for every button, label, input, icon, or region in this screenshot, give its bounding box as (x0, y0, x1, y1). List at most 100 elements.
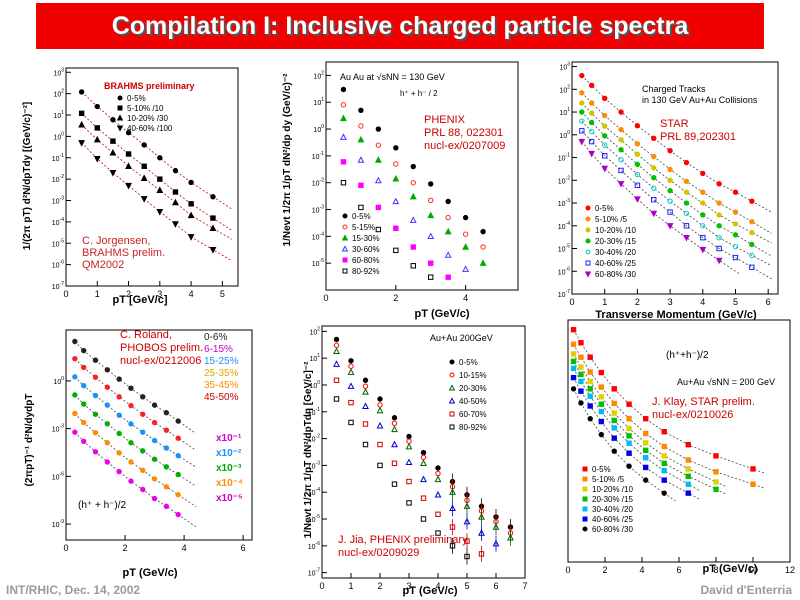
data-point (358, 107, 364, 114)
data-point (151, 456, 158, 462)
x-tick-label: 8 (713, 565, 718, 575)
data-point (187, 234, 195, 241)
data-point (405, 442, 413, 450)
data-point (601, 112, 608, 119)
data-point (172, 189, 179, 195)
legend-entry: 20-30% (459, 384, 487, 393)
legend-marker (584, 271, 592, 278)
data-point (700, 170, 706, 177)
legend-entry: 5-10% /5 (595, 215, 628, 224)
legend-marker (449, 359, 455, 365)
data-point (188, 179, 194, 186)
panel-phenix200: 0 1 2 3 4 5 6 710-710-610-510-410-310-210-11001… (303, 325, 528, 597)
fit-curve (573, 329, 765, 474)
data-point (420, 449, 427, 456)
legend-entry: 0-5% (459, 358, 478, 367)
y-tick-label: 100 (53, 131, 64, 141)
data-point (92, 392, 99, 399)
data-point (128, 421, 134, 427)
data-point (626, 463, 632, 469)
data-point (716, 200, 722, 206)
data-point (749, 241, 755, 248)
data-point (116, 468, 122, 475)
data-point (685, 473, 691, 480)
data-point (175, 418, 181, 424)
legend-entry: 60-80% /30 (592, 525, 633, 534)
data-point (151, 437, 158, 444)
data-point (209, 246, 217, 254)
y-axis-label: (2πpT)⁻¹ d²N/dydpT (24, 394, 35, 487)
data-point (78, 110, 85, 117)
data-point (140, 448, 146, 454)
data-point (611, 425, 617, 431)
data-point (618, 137, 624, 143)
data-point (93, 135, 101, 143)
x-tick-label: 5 (733, 297, 738, 307)
data-point (713, 453, 719, 459)
legend-entry: 5-10% /5 (592, 475, 625, 484)
data-point (651, 153, 657, 160)
data-point (588, 119, 595, 126)
data-point (92, 374, 99, 380)
data-point (375, 142, 382, 148)
legend-entry: 15-25% (204, 356, 239, 367)
legend-marker (341, 245, 349, 252)
data-point (81, 382, 87, 389)
data-point (435, 465, 441, 471)
data-point (128, 478, 134, 484)
chart-header: Charged Tracks (642, 84, 706, 94)
data-point (163, 445, 170, 451)
data-point (420, 516, 427, 522)
data-point (570, 341, 577, 347)
y-tick-label: 10-7 (558, 289, 570, 299)
data-point (588, 100, 595, 106)
data-point (348, 419, 354, 426)
data-point (578, 378, 584, 385)
data-point (81, 438, 87, 444)
y-tick-label: 10-2 (558, 175, 570, 185)
data-point (626, 440, 632, 446)
data-point (172, 198, 179, 206)
data-point (140, 429, 146, 435)
data-point (428, 260, 434, 266)
scale-factor-label: x10⁻² (216, 448, 242, 459)
data-point (634, 151, 641, 157)
data-point (377, 396, 383, 402)
legend-entry: 10-20% /10 (595, 226, 636, 235)
data-point (716, 212, 722, 218)
data-point (209, 224, 217, 232)
legend-entry: 60-70% (459, 410, 487, 419)
data-point (601, 95, 608, 102)
y-tick-label: 10-6 (52, 471, 64, 481)
y-tick-label: 100 (309, 380, 320, 390)
data-point (175, 511, 181, 518)
data-point (578, 388, 584, 394)
fit-curve (581, 120, 772, 267)
x-tick-label: 5 (464, 581, 469, 591)
x-tick-label: 0 (63, 543, 68, 553)
chart-header: in 130 GeV Au+Au Collisions (642, 95, 758, 105)
data-point (410, 163, 416, 170)
reference-annotation: nucl-ex/0209029 (338, 547, 419, 559)
data-point (643, 430, 649, 437)
legend-marker (449, 411, 455, 417)
data-point (587, 386, 593, 392)
data-point (588, 150, 596, 158)
legend-marker (585, 216, 591, 222)
data-point (579, 72, 585, 79)
data-point (333, 336, 340, 343)
x-tick-label: 2 (635, 297, 640, 307)
data-point (210, 194, 216, 200)
legend-marker (585, 249, 591, 255)
y-tick-label: 10-4 (312, 231, 324, 241)
y-tick-label: 10-4 (558, 221, 570, 231)
data-point (125, 129, 132, 136)
y-tick-label: 101 (559, 107, 570, 117)
x-tick-label: 2 (123, 543, 128, 553)
data-point (375, 204, 382, 211)
data-point (393, 247, 399, 254)
data-point (94, 103, 100, 110)
data-point (685, 466, 691, 472)
data-point (406, 500, 412, 506)
y-tick-label: 102 (313, 70, 324, 80)
